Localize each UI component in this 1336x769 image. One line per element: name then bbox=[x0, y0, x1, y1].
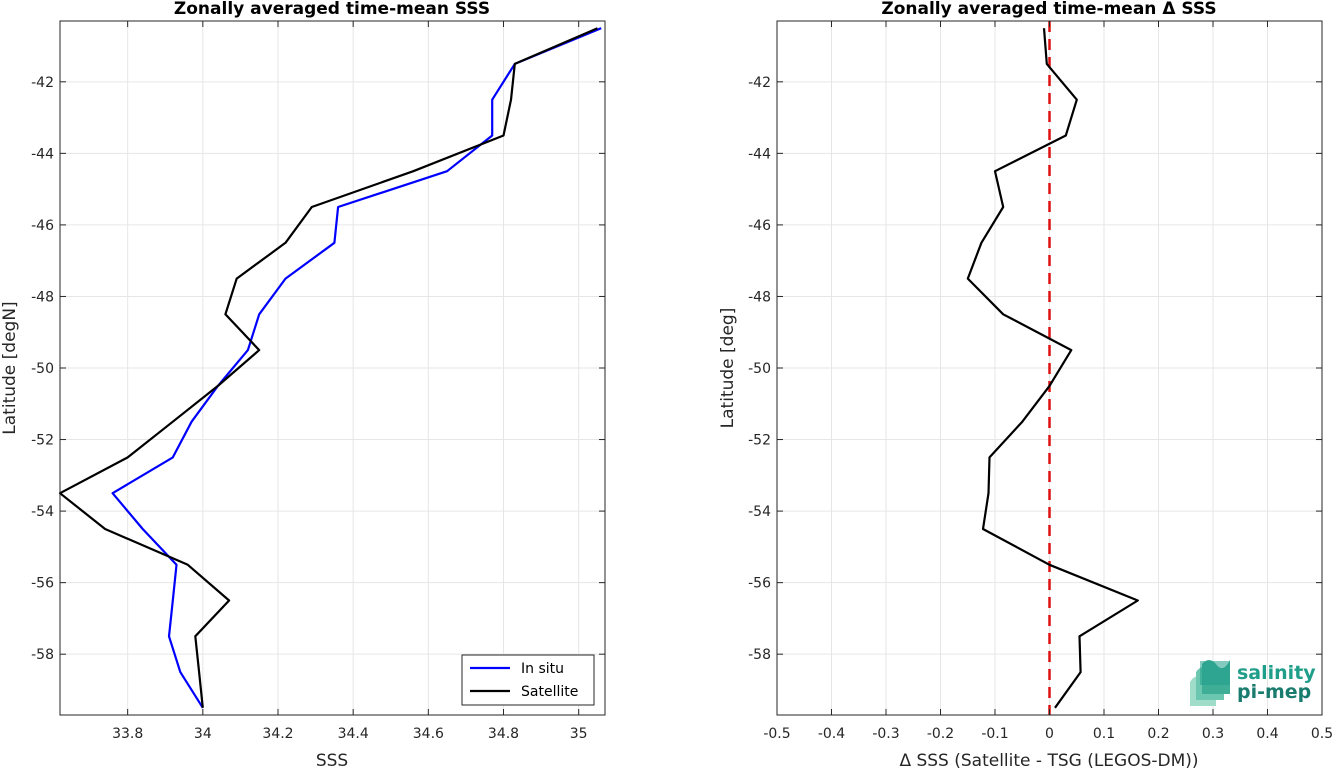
sss-y-tick-label: -46 bbox=[31, 218, 54, 234]
delta-sss-x-tick-label: -0.2 bbox=[927, 726, 954, 742]
sss-x-tick-label: 34 bbox=[194, 726, 212, 742]
delta-sss-chart-title: Zonally averaged time-mean Δ SSS bbox=[881, 0, 1216, 19]
delta-sss-ticks: -0.5 -0.4 -0.3 -0.2 -0.1 0 0.1 0.2 0.3 0.4 0.5 -42 -… bbox=[748, 21, 1333, 742]
sss-y-tick-label: -42 bbox=[31, 75, 54, 91]
salinity-pi-mep-logo: salinity pi-mep bbox=[1190, 660, 1316, 706]
legend-satellite-label: Satellite bbox=[521, 684, 578, 700]
sss-x-tick-label: 34.4 bbox=[338, 726, 369, 742]
legend-box bbox=[461, 654, 595, 706]
delta-sss-panel: -0.5 -0.4 -0.3 -0.2 -0.1 0 0.1 0.2 0.3 0.4 0.5 -42 -… bbox=[718, 0, 1333, 769]
sss-x-tick-label: 33.8 bbox=[112, 726, 143, 742]
sss-x-tick-label: 34.2 bbox=[262, 726, 293, 742]
delta-sss-x-tick-label: -0.1 bbox=[981, 726, 1008, 742]
delta-sss-y-tick-label: -52 bbox=[748, 433, 771, 449]
sss-x-tick-label: 35 bbox=[570, 726, 588, 742]
delta-sss-series-0-line bbox=[966, 28, 1139, 709]
delta-sss-y-tick-label: -48 bbox=[748, 289, 771, 305]
delta-sss-x-tick-label: 0.5 bbox=[1311, 726, 1333, 742]
delta-sss-x-tick-label: 0.1 bbox=[1093, 726, 1115, 742]
logo-line1: salinity bbox=[1237, 662, 1316, 684]
sss-y-tick-label: -44 bbox=[31, 146, 54, 162]
sss-y-axis-label: Latitude [degN] bbox=[0, 301, 20, 434]
sss-grid bbox=[60, 21, 605, 715]
sss-y-tick-label: -58 bbox=[31, 647, 54, 663]
sss-y-tick-label: -54 bbox=[31, 504, 54, 520]
delta-sss-y-tick-label: -50 bbox=[748, 361, 771, 377]
sss-ticks: 33.8 34 34.2 34.4 34.6 34.8 35 -42 -44 -46 -48 -50 -… bbox=[31, 21, 605, 742]
legend: In situ Satellite bbox=[461, 654, 595, 706]
delta-sss-x-tick-label: -0.4 bbox=[818, 726, 845, 742]
delta-sss-y-tick-label: -58 bbox=[748, 647, 771, 663]
sss-panel: 33.8 34 34.2 34.4 34.6 34.8 35 -42 -44 -46 -48 -50 -… bbox=[0, 0, 606, 769]
logo-waves-icon bbox=[1190, 660, 1230, 706]
delta-sss-x-tick-label: 0.3 bbox=[1202, 726, 1224, 742]
delta-sss-x-tick-label: 0.2 bbox=[1147, 726, 1169, 742]
sss-x-tick-label: 34.8 bbox=[488, 726, 519, 742]
sss-y-tick-label: -52 bbox=[31, 433, 54, 449]
sss-satellite-line bbox=[58, 27, 598, 708]
delta-sss-y-tick-label: -44 bbox=[748, 146, 771, 162]
sss-y-tick-label: -50 bbox=[31, 361, 54, 377]
sss-y-tick-label: -48 bbox=[31, 289, 54, 305]
delta-sss-y-axis-label: Latitude [deg] bbox=[718, 308, 738, 429]
delta-sss-x-tick-label: -0.3 bbox=[872, 726, 899, 742]
delta-sss-y-tick-label: -42 bbox=[748, 75, 771, 91]
delta-sss-x-tick-label: 0 bbox=[1045, 726, 1054, 742]
sss-in-situ-line bbox=[111, 27, 602, 709]
delta-sss-y-tick-label: -54 bbox=[748, 504, 771, 520]
delta-sss-series bbox=[966, 28, 1139, 709]
delta-sss-y-tick-label: -56 bbox=[748, 576, 771, 592]
delta-sss-x-tick-label: 0.4 bbox=[1256, 726, 1278, 742]
sss-chart-title: Zonally averaged time-mean SSS bbox=[174, 0, 490, 19]
sss-y-tick-label: -56 bbox=[31, 576, 54, 592]
delta-sss-y-tick-label: -46 bbox=[748, 218, 771, 234]
sss-series bbox=[58, 27, 602, 709]
delta-sss-x-axis-label: Δ SSS (Satellite - TSG (LEGOS-DM)) bbox=[899, 751, 1198, 769]
delta-sss-x-tick-label: -0.5 bbox=[763, 726, 790, 742]
legend-in-situ-label: In situ bbox=[521, 661, 564, 677]
sss-x-tick-label: 34.6 bbox=[413, 726, 444, 742]
sss-x-axis-label: SSS bbox=[316, 751, 348, 769]
logo-line2: pi-mep bbox=[1237, 681, 1311, 703]
